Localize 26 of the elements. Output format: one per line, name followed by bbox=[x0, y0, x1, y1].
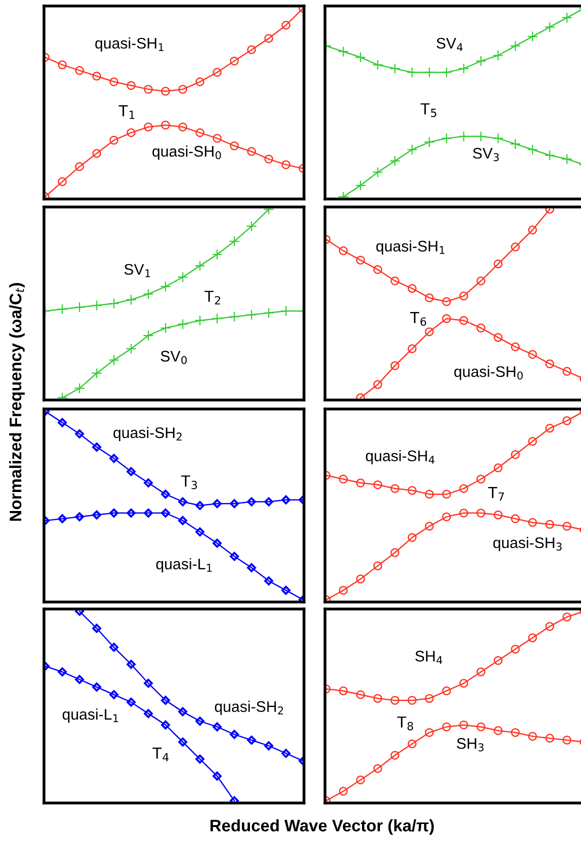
series-label: quasi-SH$_{1}$ bbox=[95, 37, 164, 52]
series-label: SV$_{0}$ bbox=[160, 350, 187, 364]
series-label: quasi-SH$_{4}$ bbox=[366, 450, 434, 464]
annotation: T$_{3}$ bbox=[181, 475, 197, 490]
series-label: SH$_{3}$ bbox=[456, 738, 484, 752]
annotation: T$_{5}$ bbox=[420, 103, 436, 118]
series-label: quasi-SH$_{0}$ bbox=[152, 146, 221, 160]
series-label: quasi-L$_{1}$ bbox=[156, 558, 212, 572]
annotation: T$_{2}$ bbox=[204, 290, 220, 304]
series-label: SH$_{4}$ bbox=[415, 650, 442, 664]
annotation: T$_{6}$ bbox=[410, 312, 426, 326]
y-axis-title: Normalized Frequency (ωa/C$_{t}$) bbox=[9, 283, 25, 521]
series-label: quasi-SH$_{2}$ bbox=[214, 700, 283, 715]
series-label: SV$_{4}$ bbox=[436, 38, 463, 52]
annotation: T$_{1}$ bbox=[118, 105, 134, 119]
series-label: quasi-SH$_{2}$ bbox=[114, 426, 182, 442]
series-label: quasi-SH$_{1}$ bbox=[376, 240, 444, 255]
annotation: T$_{7}$ bbox=[488, 487, 504, 501]
series-label: quasi-SH$_{3}$ bbox=[493, 536, 562, 552]
series-label: SV$_{1}$ bbox=[124, 264, 150, 278]
annotation: T$_{4}$ bbox=[152, 748, 169, 762]
series-label: quasi-SH$_{0}$ bbox=[454, 366, 523, 380]
series-label: SV$_{3}$ bbox=[472, 148, 499, 162]
series-label: quasi-L$_{1}$ bbox=[62, 708, 118, 723]
annotation: T$_{8}$ bbox=[397, 716, 414, 730]
x-axis-title: Reduced Wave Vector (ka/π) bbox=[210, 819, 434, 835]
